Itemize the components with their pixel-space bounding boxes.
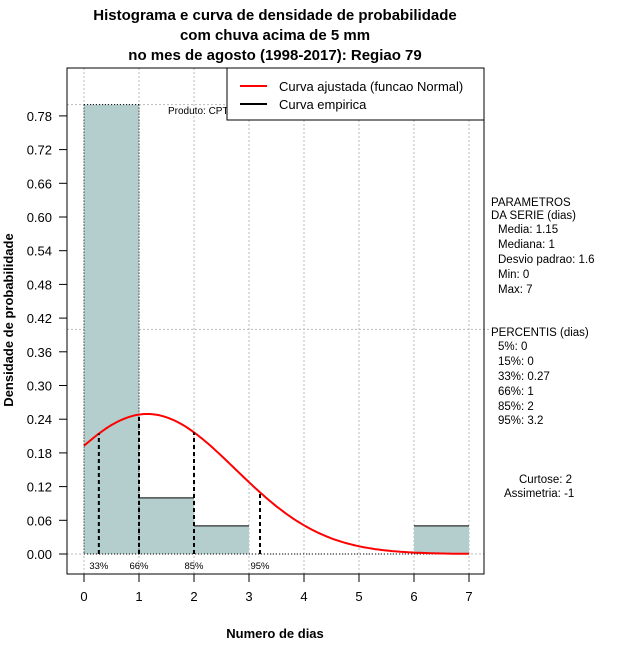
y-tick-label: 0.66 — [27, 176, 52, 191]
percentil-15: 15%: 0 — [498, 356, 534, 368]
assimetria: Assimetria: -1 — [504, 488, 575, 500]
param-desvio: Desvio padrao: 1.6 — [498, 254, 595, 266]
y-tick-label: 0.00 — [27, 547, 52, 562]
percentile-label: 85% — [184, 561, 204, 572]
x-tick-label: 5 — [355, 589, 362, 604]
histogram-bar — [194, 525, 249, 554]
chart-title-line: Histograma e curva de densidade de proba… — [93, 7, 456, 24]
param-mediana: Mediana: 1 — [498, 239, 555, 251]
chart-title-line: com chuva acima de 5 mm — [180, 27, 370, 44]
y-tick-label: 0.06 — [27, 513, 52, 528]
histogram-bar — [84, 104, 139, 555]
percentis-title: PERCENTIS (dias) — [491, 327, 589, 339]
y-tick-label: 0.36 — [27, 345, 52, 360]
histogram-bar — [414, 525, 469, 554]
y-tick-label: 0.24 — [27, 412, 52, 427]
params-subtitle: DA SERIE (dias) — [491, 210, 576, 222]
y-tick-label: 0.72 — [27, 143, 52, 158]
legend-label-normal: Curva ajustada (funcao Normal) — [279, 79, 463, 94]
y-tick-label: 0.54 — [27, 244, 52, 259]
x-tick-label: 4 — [300, 589, 307, 604]
y-tick-label: 0.60 — [27, 210, 52, 225]
chart-title-line: no mes de agosto (1998-2017): Regiao 79 — [128, 47, 421, 64]
x-tick-label: 1 — [135, 589, 142, 604]
x-tick-label: 3 — [245, 589, 252, 604]
y-tick-label: 0.30 — [27, 379, 52, 394]
params-title: PARAMETROS — [491, 197, 571, 209]
curtose: Curtose: 2 — [519, 474, 573, 486]
x-axis-label: Numero de dias — [226, 626, 324, 641]
percentil-66: 66%: 1 — [498, 386, 534, 398]
normal-curve — [83, 413, 469, 555]
legend-label-empirica: Curva empirica — [279, 97, 367, 112]
percentile-label: 33% — [89, 561, 109, 572]
percentile-label: 95% — [250, 561, 270, 572]
y-tick-label: 0.48 — [27, 277, 52, 292]
legend-box — [226, 67, 485, 121]
percentil-95: 95%: 3.2 — [498, 415, 544, 427]
percentil-5: 5%: 0 — [498, 341, 528, 353]
y-tick-label: 0.42 — [27, 311, 52, 326]
y-axis-label: Densidade de probabilidade — [1, 233, 16, 406]
x-tick-label: 2 — [190, 589, 197, 604]
histogram-bar — [139, 497, 194, 554]
x-tick-label: 6 — [410, 589, 417, 604]
percentile-label: 66% — [129, 561, 149, 572]
credit-text: Produto: CPTEC/INPE — [168, 106, 269, 117]
x-tick-label: 7 — [465, 589, 472, 604]
param-media: Media: 1.15 — [498, 224, 559, 236]
y-tick-label: 0.78 — [27, 109, 52, 124]
param-min: Min: 0 — [498, 269, 530, 281]
percentil-85: 85%: 2 — [498, 401, 534, 413]
percentil-33: 33%: 0.27 — [498, 371, 550, 383]
x-tick-label: 0 — [80, 589, 87, 604]
param-max: Max: 7 — [498, 284, 533, 296]
y-tick-label: 0.18 — [27, 446, 52, 461]
y-tick-label: 0.12 — [27, 480, 52, 495]
